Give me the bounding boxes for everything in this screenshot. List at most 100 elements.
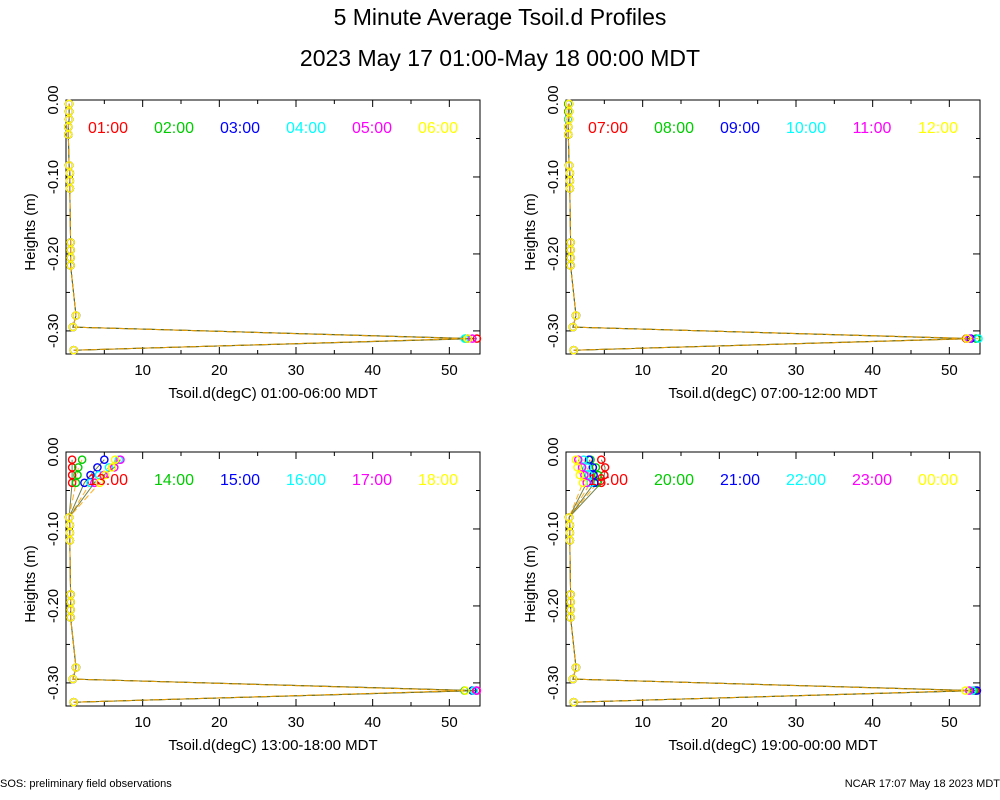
- data-point: [65, 184, 75, 193]
- legend-entry: 17:00: [352, 472, 392, 489]
- y-tick-label: 0.00: [45, 85, 62, 114]
- y-tick-label: -0.20: [545, 589, 562, 623]
- data-point: [964, 686, 974, 695]
- data-point: [580, 470, 589, 480]
- y-tick-label: -0.20: [545, 237, 562, 271]
- series-line: [568, 459, 976, 703]
- legend-entry: 00:00: [918, 472, 958, 489]
- data-point: [100, 455, 109, 464]
- data-point: [77, 455, 87, 464]
- data-point: [569, 697, 578, 707]
- x-tick-label: 20: [211, 362, 228, 379]
- data-point: [584, 470, 594, 480]
- data-point: [974, 334, 983, 343]
- x-axis-label: Tsoil.d(degC) 07:00-12:00 MDT: [668, 385, 877, 402]
- series-line: [568, 459, 977, 703]
- data-point: [107, 463, 117, 472]
- y-axis-label: Heights (m): [522, 193, 539, 271]
- legend-entry: 18:00: [418, 472, 458, 489]
- data-point: [66, 613, 75, 622]
- y-tick-label: -0.10: [545, 512, 562, 546]
- x-tick-label: 20: [711, 714, 728, 731]
- legend-entry: 15:00: [220, 472, 260, 489]
- y-tick-label: 0.00: [545, 85, 562, 114]
- series-line: [568, 459, 966, 703]
- data-point: [571, 663, 581, 672]
- plot-frame: [565, 99, 981, 355]
- x-tick-label: 50: [941, 362, 958, 379]
- legend-entry: 09:00: [720, 120, 760, 137]
- series-line: [567, 103, 970, 351]
- x-tick-label: 10: [134, 362, 151, 379]
- legend-entry: 20:00: [654, 472, 694, 489]
- legend-entry: 05:00: [352, 120, 392, 137]
- data-point: [69, 345, 78, 355]
- y-tick-label: 0.00: [45, 437, 62, 466]
- data-point: [596, 455, 606, 464]
- data-point: [66, 261, 75, 270]
- series-line: [568, 459, 973, 703]
- data-point: [93, 463, 102, 472]
- data-point: [71, 311, 81, 320]
- data-point: [961, 686, 970, 695]
- x-tick-label: 40: [364, 362, 381, 379]
- x-tick-label: 30: [788, 362, 805, 379]
- data-point: [67, 478, 77, 488]
- legend-entry: 11:00: [853, 120, 892, 137]
- data-point: [472, 686, 482, 695]
- series-line: [67, 103, 465, 351]
- series-line: [568, 459, 974, 703]
- data-point: [95, 478, 105, 488]
- data-point: [573, 463, 582, 472]
- series-line: [67, 103, 468, 351]
- data-point: [582, 478, 592, 488]
- data-point: [565, 184, 575, 193]
- y-tick-label: -0.10: [45, 512, 62, 546]
- series-line: [68, 459, 473, 703]
- y-tick-label: -0.30: [545, 666, 562, 700]
- data-point: [68, 674, 78, 684]
- data-point: [565, 536, 575, 545]
- data-point: [568, 322, 578, 332]
- data-point: [461, 686, 470, 695]
- data-point: [71, 478, 81, 488]
- legend-entry: 22:00: [786, 472, 826, 489]
- x-axis-label: Tsoil.d(degC) 01:00-06:00 MDT: [168, 385, 377, 402]
- x-tick-label: 10: [634, 362, 651, 379]
- data-point: [65, 536, 75, 545]
- data-point: [90, 478, 99, 488]
- data-point: [69, 697, 78, 707]
- data-point: [571, 455, 581, 464]
- data-point: [568, 674, 578, 684]
- x-tick-label: 20: [711, 362, 728, 379]
- legend-entry: 01:00: [88, 120, 128, 137]
- data-point: [583, 463, 592, 472]
- data-point: [578, 478, 588, 488]
- data-point: [71, 663, 81, 672]
- data-point: [110, 455, 120, 464]
- footer-right: NCAR 17:07 May 18 2023 MDT: [844, 778, 1000, 790]
- series-line: [67, 103, 468, 351]
- y-tick-label: -0.10: [545, 160, 562, 194]
- legend-entry: 13:00: [88, 472, 128, 489]
- x-axis-label: Tsoil.d(degC) 19:00-00:00 MDT: [668, 737, 877, 754]
- y-axis-label: Heights (m): [522, 545, 539, 623]
- data-point: [116, 455, 125, 464]
- series-line: [68, 459, 465, 703]
- y-tick-label: -0.30: [45, 666, 62, 700]
- series-line: [67, 103, 466, 351]
- plot-frame: [65, 99, 481, 355]
- legend-entry: 06:00: [418, 120, 458, 137]
- series-line: [567, 103, 971, 351]
- x-tick-label: 40: [864, 362, 881, 379]
- data-point: [80, 478, 89, 488]
- x-tick-label: 20: [211, 714, 228, 731]
- series-line: [568, 459, 970, 703]
- x-tick-label: 30: [288, 714, 305, 731]
- x-tick-label: 40: [864, 714, 881, 731]
- chart-title: 5 Minute Average Tsoil.d Profiles: [333, 4, 667, 30]
- y-tick-label: -0.30: [545, 314, 562, 348]
- x-axis-label: Tsoil.d(degC) 13:00-18:00 MDT: [168, 737, 377, 754]
- series-line: [567, 103, 979, 351]
- data-point: [575, 470, 585, 480]
